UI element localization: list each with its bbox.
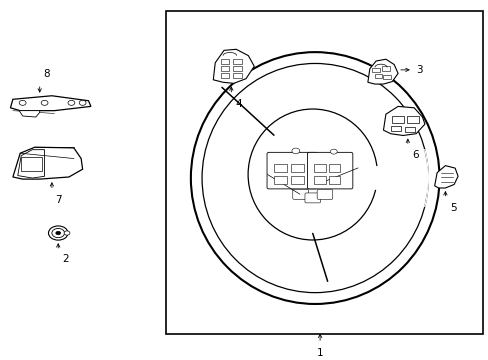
Circle shape [56, 231, 61, 235]
Bar [405, 127, 414, 132]
Text: 4: 4 [235, 99, 242, 109]
Ellipse shape [202, 63, 427, 293]
Text: 5: 5 [449, 203, 456, 213]
Polygon shape [19, 111, 40, 117]
Bar [390, 126, 400, 131]
Bar [328, 176, 340, 184]
Bar [233, 73, 242, 78]
Circle shape [64, 231, 70, 235]
Polygon shape [367, 59, 397, 84]
Text: 3: 3 [416, 65, 423, 75]
FancyBboxPatch shape [317, 189, 332, 199]
Circle shape [41, 100, 48, 105]
Circle shape [291, 148, 299, 154]
Bar [166, 11, 483, 334]
FancyBboxPatch shape [292, 189, 308, 199]
Text: 2: 2 [62, 254, 69, 264]
Bar [220, 66, 229, 71]
FancyBboxPatch shape [266, 152, 317, 189]
Polygon shape [383, 107, 424, 135]
Polygon shape [434, 166, 457, 188]
Circle shape [52, 228, 64, 238]
Wedge shape [315, 157, 427, 199]
Polygon shape [13, 147, 82, 179]
Bar [406, 116, 418, 123]
Circle shape [68, 100, 75, 105]
Text: 1: 1 [316, 348, 323, 357]
Bar [273, 165, 286, 172]
Bar [273, 176, 286, 184]
FancyBboxPatch shape [307, 152, 352, 189]
Text: 8: 8 [43, 69, 50, 80]
Bar [233, 66, 242, 71]
Bar [220, 73, 229, 78]
FancyBboxPatch shape [305, 193, 320, 203]
Ellipse shape [247, 109, 377, 240]
Text: 6: 6 [411, 150, 418, 161]
Ellipse shape [190, 52, 439, 304]
Bar [383, 75, 390, 80]
Circle shape [19, 100, 26, 105]
Bar [290, 165, 304, 172]
Bar [233, 59, 242, 64]
Bar [314, 165, 325, 172]
Bar [21, 157, 41, 171]
Bar [314, 176, 325, 184]
Circle shape [330, 149, 337, 154]
Polygon shape [18, 150, 44, 178]
Polygon shape [213, 49, 254, 84]
Bar [371, 68, 379, 72]
Bar [328, 165, 340, 172]
Bar [381, 66, 389, 71]
Text: 7: 7 [55, 195, 61, 205]
Bar [391, 116, 404, 123]
Bar [220, 59, 229, 64]
Bar [290, 176, 304, 184]
Circle shape [79, 100, 86, 105]
Polygon shape [10, 96, 91, 111]
Circle shape [48, 226, 68, 240]
Bar [374, 74, 382, 78]
